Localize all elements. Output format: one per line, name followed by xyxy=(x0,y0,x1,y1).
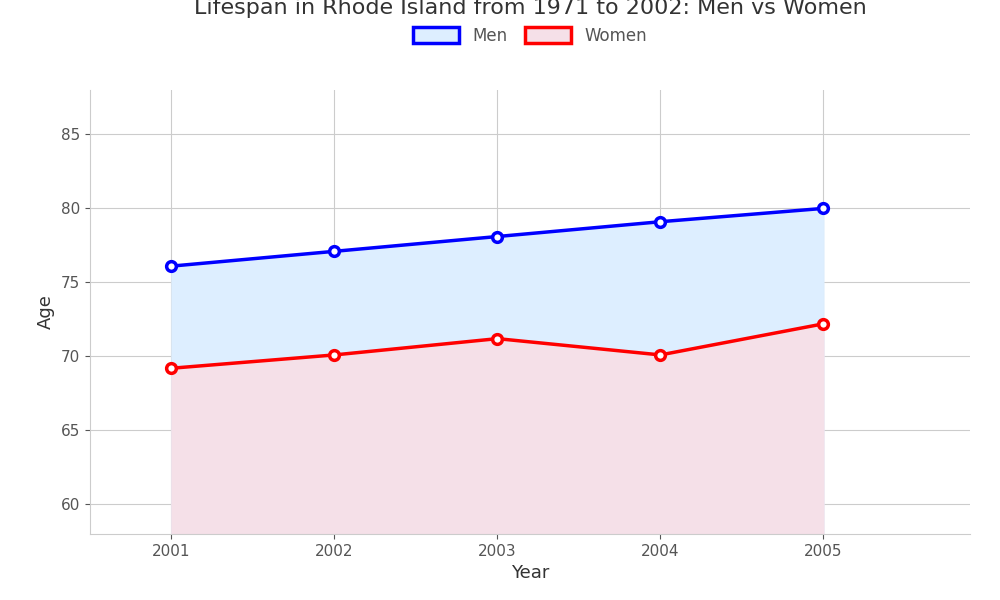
Y-axis label: Age: Age xyxy=(37,295,55,329)
Legend: Men, Women: Men, Women xyxy=(404,19,656,53)
Title: Lifespan in Rhode Island from 1971 to 2002: Men vs Women: Lifespan in Rhode Island from 1971 to 20… xyxy=(194,0,866,17)
X-axis label: Year: Year xyxy=(511,564,549,582)
